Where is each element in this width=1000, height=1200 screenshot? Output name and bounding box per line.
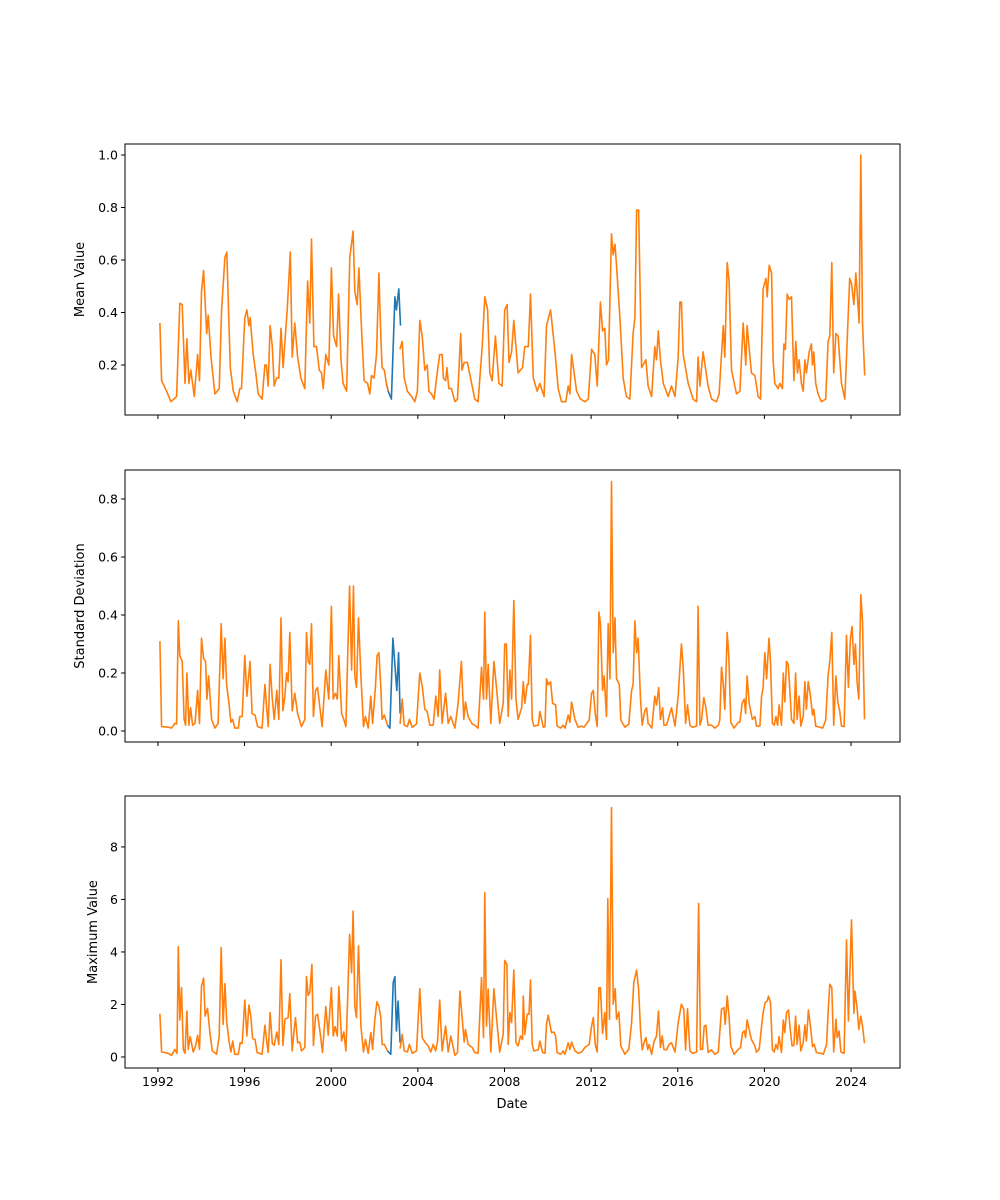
series-a-line-segment-1	[386, 975, 401, 1056]
series-b-line-segment-1	[159, 910, 389, 1057]
y-tick-label: 8	[110, 839, 118, 854]
x-tick-label: 1996	[229, 1074, 261, 1089]
y-tick-label: 0.2	[98, 665, 118, 680]
subplot-1: 0.2 0.4 0.6 0.8 1.0 Mean Value	[73, 143, 901, 419]
x-tick-label: 2024	[835, 1074, 867, 1089]
subplot-2: 0.0 0.2 0.4 0.6 0.8 Standard Deviation	[73, 469, 901, 746]
y-tick-label: 0.8	[98, 200, 118, 215]
x-axis-label: Date	[496, 1097, 527, 1112]
y-tick-label: 0.6	[98, 549, 118, 564]
series-b-line-segment-2	[399, 806, 866, 1057]
y-tick-label: 0.6	[98, 253, 118, 268]
axes-frame	[124, 795, 901, 1069]
series-a-line-segment-1	[386, 637, 401, 729]
x-tick-label: 2020	[749, 1074, 781, 1089]
y-axis-label: Standard Deviation	[73, 543, 88, 668]
y-axis-label: Maximum Value	[86, 880, 101, 984]
series-b-line-segment-1	[159, 230, 389, 403]
series-b-line-segment-2	[399, 480, 866, 729]
y-tick-label: 0.2	[98, 357, 118, 372]
series-b-line-segment-1	[159, 585, 389, 729]
axes-frame	[124, 143, 901, 416]
subplots: 0.2 0.4 0.6 0.8 1.0 Mean Value 0.0 0.2 0.4 0.6 0.8…	[73, 143, 901, 1089]
y-tick-label: 4	[110, 944, 118, 959]
subplot-3: 1992 1996 2000 2004 2008 2012 2016 2020 2024 0 2 4 6…	[86, 795, 901, 1089]
x-tick-label: 2004	[402, 1074, 434, 1089]
axes-frame	[124, 469, 901, 743]
y-tick-label: 0.0	[98, 723, 118, 738]
y-tick-label: 1.0	[98, 148, 118, 163]
y-tick-label: 0	[110, 1049, 118, 1064]
y-tick-label: 2	[110, 997, 118, 1012]
x-tick-label: 2000	[315, 1074, 347, 1089]
y-axis-label: Mean Value	[73, 242, 88, 317]
y-tick-label: 0.8	[98, 491, 118, 506]
x-tick-label: 2008	[489, 1074, 521, 1089]
x-tick-label: 1992	[142, 1074, 174, 1089]
series-b-line-segment-2	[399, 154, 866, 403]
y-tick-label: 0.4	[98, 607, 118, 622]
x-tick-label: 2012	[575, 1074, 607, 1089]
y-tick-label: 6	[110, 892, 118, 907]
x-tick-label: 2016	[662, 1074, 694, 1089]
y-tick-label: 0.4	[98, 305, 118, 320]
